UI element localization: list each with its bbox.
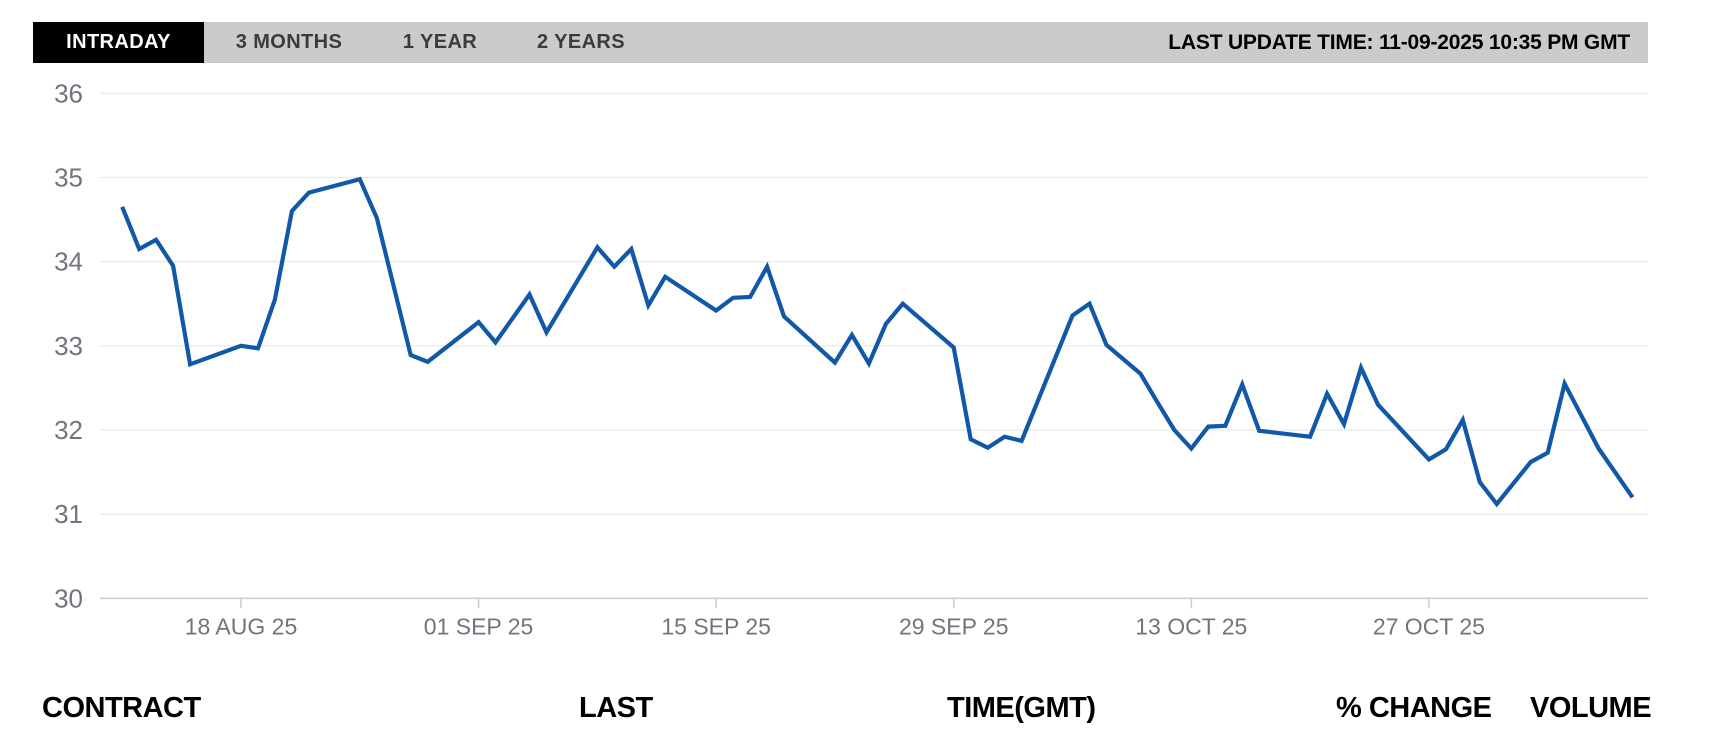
tab-intraday[interactable]: INTRADAY (33, 22, 204, 63)
y-tick-label: 34 (54, 247, 83, 277)
tab-3-months[interactable]: 3 MONTHS (235, 31, 343, 53)
x-tick-label: 15 SEP 25 (661, 613, 771, 639)
time-range-tabbar: INTRADAY 3 MONTHS 1 YEAR 2 YEARS LAST UP… (33, 22, 1648, 63)
column-header-pct-change: % CHANGE (1336, 692, 1492, 724)
y-tick-label: 36 (54, 78, 83, 108)
y-tick-label: 32 (54, 415, 83, 445)
price-series-line (120, 176, 1635, 508)
gridlines (100, 92, 1648, 600)
x-tick-label: 13 OCT 25 (1135, 613, 1247, 639)
x-tick-label: 27 OCT 25 (1373, 613, 1485, 639)
y-tick-label: 30 (54, 583, 83, 613)
tab-2-years[interactable]: 2 YEARS (536, 31, 626, 53)
y-tick-label: 35 (54, 162, 83, 192)
x-tick-label: 29 SEP 25 (899, 613, 1009, 639)
column-header-volume: VOLUME (1530, 692, 1652, 724)
price-line-chart: 36 35 34 33 32 31 30 18 AUG 25 01 SEP 25 15 SEP 2… (54, 78, 1648, 639)
x-tick-label: 01 SEP 25 (424, 613, 534, 639)
quotes-table-header: CONTRACT LAST TIME(GMT) % CHANGE VOLUME (0, 692, 1713, 724)
column-header-contract: CONTRACT (42, 692, 201, 724)
x-axis-ticks (240, 598, 1430, 609)
x-axis-labels: 18 AUG 25 01 SEP 25 15 SEP 25 29 SEP 25 13 O… (185, 613, 1485, 639)
y-tick-label: 33 (54, 331, 83, 361)
tab-1-year[interactable]: 1 YEAR (402, 31, 478, 53)
x-tick-label: 18 AUG 25 (185, 613, 298, 639)
y-tick-label: 31 (54, 499, 83, 529)
column-header-time-gmt: TIME(GMT) (947, 692, 1096, 724)
last-update-time: LAST UPDATE TIME: 11-09-2025 10:35 PM GM… (1168, 30, 1630, 54)
y-axis-labels: 36 35 34 33 32 31 30 (54, 78, 83, 613)
column-header-last: LAST (579, 692, 653, 724)
